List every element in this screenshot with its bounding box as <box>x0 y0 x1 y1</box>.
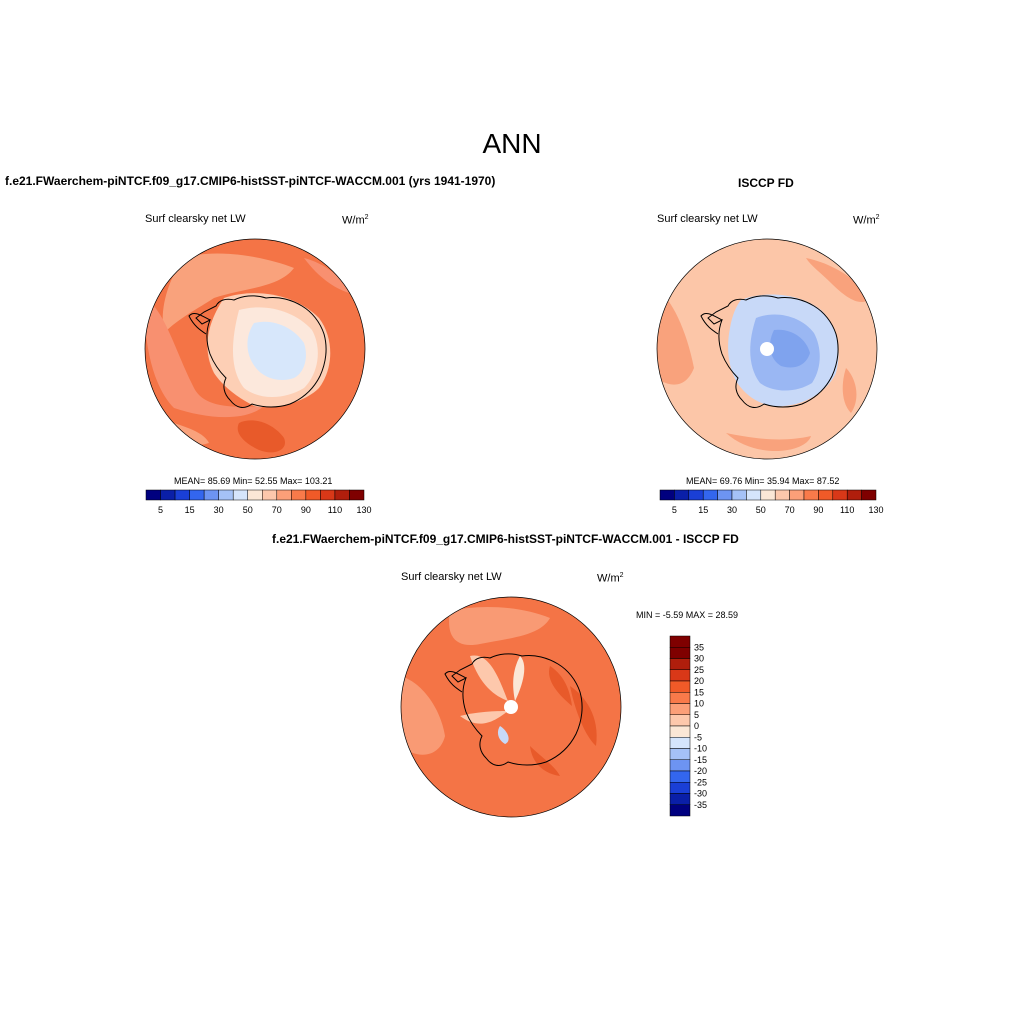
colorbar-swatch <box>276 489 292 501</box>
colorbar-swatch <box>349 489 365 501</box>
panel-obs-title: ISCCP FD <box>738 176 794 190</box>
panel-model-variable: Surf clearsky net LW <box>145 213 246 225</box>
panel-diff-units: W/m2 <box>597 572 624 585</box>
colorbar-tick-label: 20 <box>694 676 704 686</box>
colorbar-tick-label: 130 <box>868 505 883 515</box>
colorbar-model: 5 15 30 50 70 90 110 130 <box>145 489 372 515</box>
season-title: ANN <box>482 128 542 159</box>
colorbar-swatch <box>145 489 161 501</box>
colorbar-tick-label: 15 <box>698 505 708 515</box>
colorbar-swatch <box>731 489 747 501</box>
colorbar-tick-label: 70 <box>272 505 282 515</box>
colorbar-tick-label: 110 <box>840 505 854 515</box>
colorbar-tick-label: 50 <box>243 505 253 515</box>
colorbar-tick-label: -25 <box>694 777 707 787</box>
colorbar-swatch <box>702 489 718 501</box>
colorbar-swatch <box>174 489 190 501</box>
colorbar-tick-label: 25 <box>694 665 704 675</box>
panel-model-units: W/m2 <box>342 214 369 227</box>
colorbar-swatch <box>305 489 321 501</box>
colorbar-swatch <box>669 692 691 704</box>
colorbar-tick-label: 35 <box>694 642 704 652</box>
colorbar-swatch <box>669 725 691 738</box>
panel-diff-title: f.e21.FWaerchem-piNTCF.f09_g17.CMIP6-his… <box>272 532 739 546</box>
map-diff <box>400 596 622 818</box>
colorbar-tick-label: 15 <box>185 505 195 515</box>
colorbar-swatch <box>203 489 219 501</box>
colorbar-tick-label: 50 <box>756 505 766 515</box>
colorbar-swatch <box>861 489 877 501</box>
colorbar-swatch <box>669 759 691 772</box>
colorbar-tick-label: 90 <box>301 505 311 515</box>
colorbar-tick-label: 130 <box>356 505 371 515</box>
colorbar-tick-label: 5 <box>672 505 677 515</box>
colorbar-tick-label: -35 <box>694 800 707 810</box>
colorbar-swatch <box>832 489 848 501</box>
colorbar-swatch <box>669 635 691 648</box>
colorbar-swatch <box>669 703 691 715</box>
colorbar-tick-label: 90 <box>813 505 823 515</box>
colorbar-swatch <box>669 770 691 783</box>
colorbar-swatch <box>262 489 278 501</box>
panel-model-title: f.e21.FWaerchem-piNTCF.f09_g17.CMIP6-his… <box>5 174 496 188</box>
colorbar-tick-label: 30 <box>214 505 224 515</box>
colorbar-swatch <box>818 489 834 501</box>
colorbar-tick-label: 5 <box>158 505 163 515</box>
colorbar-swatch <box>669 737 691 749</box>
colorbar-swatch <box>669 793 691 805</box>
colorbar-swatch <box>669 714 691 727</box>
colorbar-tick-label: -15 <box>694 755 707 765</box>
colorbar-swatch <box>232 489 248 501</box>
colorbar-swatch <box>669 782 691 794</box>
colorbar-tick-label: 110 <box>328 505 342 515</box>
colorbar-swatch <box>717 489 733 501</box>
colorbar-swatch <box>291 489 307 501</box>
colorbar-swatch <box>669 647 691 659</box>
colorbar-tick-label: 30 <box>727 505 737 515</box>
panel-diff-variable: Surf clearsky net LW <box>401 571 502 583</box>
colorbar-swatch <box>320 489 336 501</box>
colorbar-swatch <box>688 489 704 501</box>
colorbar-tick-label: -10 <box>694 744 707 754</box>
colorbar-obs: 5 15 30 50 70 90 110 130 <box>659 489 884 515</box>
colorbar-swatch <box>247 489 263 501</box>
colorbar-swatch <box>334 489 350 501</box>
colorbar-swatch <box>669 658 691 670</box>
colorbar-swatch <box>659 489 675 501</box>
panel-obs-variable: Surf clearsky net LW <box>657 213 758 225</box>
panel-obs-stats: MEAN= 69.76 Min= 35.94 Max= 87.52 <box>686 476 840 486</box>
colorbar-tick-label: -5 <box>694 732 702 742</box>
colorbar-swatch <box>669 804 691 817</box>
colorbar-swatch <box>218 489 234 501</box>
map-model <box>144 238 366 460</box>
colorbar-tick-label: -20 <box>694 766 707 776</box>
colorbar-swatch <box>803 489 819 501</box>
colorbar-swatch <box>760 489 776 501</box>
map-obs <box>656 238 878 460</box>
colorbar-tick-label: 10 <box>694 699 704 709</box>
colorbar-tick-label: 0 <box>694 721 699 731</box>
panel-obs-units: W/m2 <box>853 214 880 227</box>
colorbar-swatch <box>669 669 691 682</box>
colorbar-tick-label: 30 <box>694 654 704 664</box>
panel-diff-stats: MIN = -5.59 MAX = 28.59 <box>636 610 739 620</box>
colorbar-tick-label: 70 <box>785 505 795 515</box>
colorbar-swatch <box>846 489 862 501</box>
colorbar-swatch <box>789 489 805 501</box>
colorbar-swatch <box>746 489 762 501</box>
colorbar-swatch <box>669 748 691 760</box>
colorbar-tick-label: -30 <box>694 789 707 799</box>
panel-model-stats: MEAN= 85.69 Min= 52.55 Max= 103.21 <box>174 476 333 486</box>
colorbar-swatch <box>674 489 690 501</box>
colorbar-swatch <box>189 489 205 501</box>
colorbar-swatch <box>160 489 176 501</box>
colorbar-swatch <box>774 489 790 501</box>
colorbar-swatch <box>669 680 691 693</box>
colorbar-tick-label: 15 <box>694 687 704 697</box>
colorbar-tick-label: 5 <box>694 710 699 720</box>
